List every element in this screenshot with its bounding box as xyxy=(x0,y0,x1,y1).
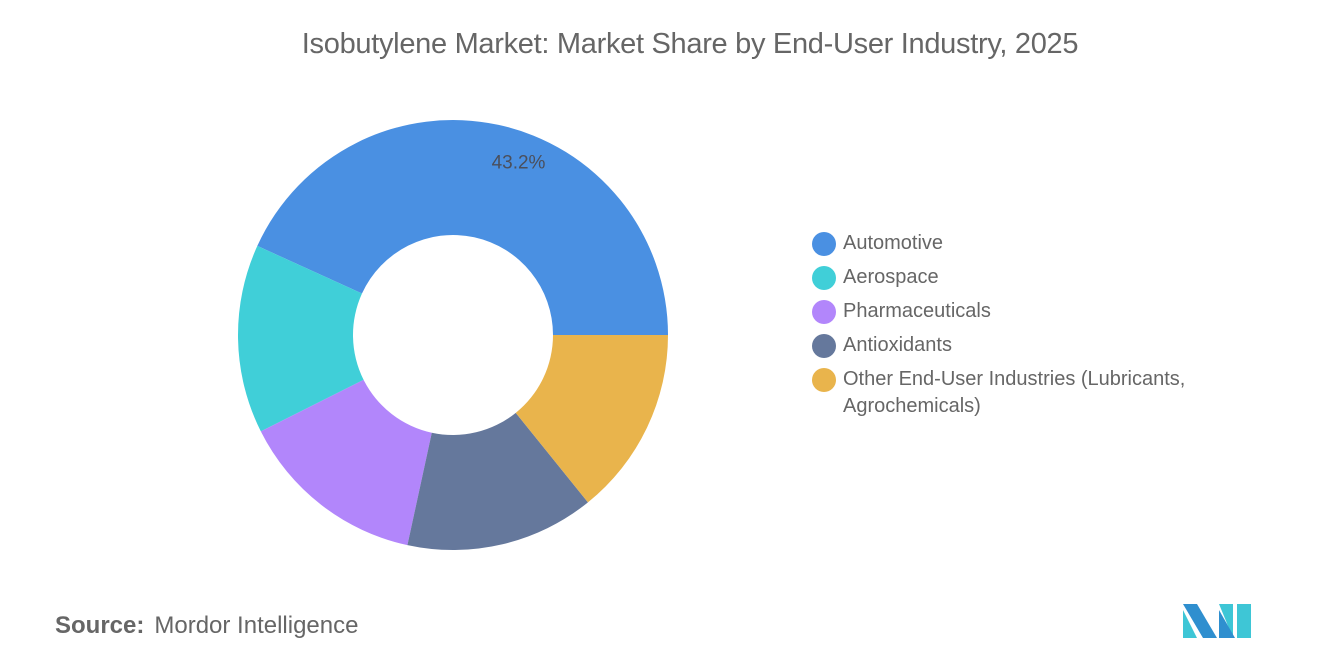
slice-automotive[interactable] xyxy=(257,119,668,335)
slice-pharmaceuticals[interactable] xyxy=(260,379,432,546)
mordor-intelligence-logo-icon xyxy=(1183,604,1251,638)
legend-item-pharmaceuticals[interactable]: Pharmaceuticals xyxy=(812,298,1252,325)
legend-item-antioxidants[interactable]: Antioxidants xyxy=(812,332,1252,359)
legend-dot-icon xyxy=(812,300,836,324)
chart-title: Isobutylene Market: Market Share by End-… xyxy=(301,28,1079,60)
legend-dot-icon xyxy=(812,266,836,290)
legend-dot-icon xyxy=(812,334,836,358)
legend-label: Aerospace xyxy=(843,266,939,288)
legend-item-automotive[interactable]: Automotive xyxy=(812,230,1252,257)
legend-label: Other End-User Industries (Lubricants, A… xyxy=(843,368,1186,417)
donut-slices xyxy=(238,119,668,550)
source-note: Source: Mordor Intelligence xyxy=(55,612,358,640)
source-value: Mordor Intelligence xyxy=(154,612,359,639)
legend-dot-icon xyxy=(812,368,836,392)
source-label: Source: xyxy=(55,612,145,639)
legend: Automotive Aerospace Pharmaceuticals Ant… xyxy=(812,230,1252,427)
slice-aerospace[interactable] xyxy=(238,245,364,432)
slice-other[interactable] xyxy=(515,335,668,503)
legend-dot-icon xyxy=(812,232,836,256)
slice-antioxidants[interactable] xyxy=(407,412,588,550)
legend-item-aerospace[interactable]: Aerospace xyxy=(812,264,1252,291)
legend-label: Automotive xyxy=(843,232,944,254)
legend-label: Antioxidants xyxy=(843,334,952,356)
legend-label: Pharmaceuticals xyxy=(843,300,991,322)
slice-label-automotive: 43.2% xyxy=(492,152,546,173)
legend-item-other-end-user-industries[interactable]: Other End-User Industries (Lubricants, A… xyxy=(812,366,1252,420)
